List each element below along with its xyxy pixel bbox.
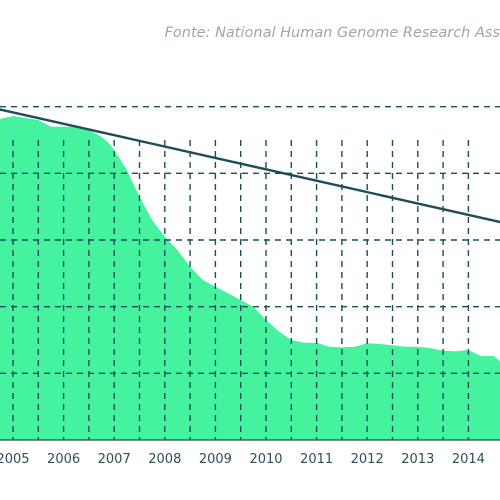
x-tick-label: 2009 xyxy=(199,452,232,467)
grid-layer xyxy=(0,105,500,441)
area-series xyxy=(0,116,500,440)
x-tick-label: 2012 xyxy=(351,452,384,467)
x-tick-label: 2011 xyxy=(300,452,333,467)
source-caption: Fonte: National Human Genome Research As… xyxy=(165,25,500,41)
trend-line xyxy=(0,108,500,224)
x-tick-label: 2006 xyxy=(47,452,80,467)
trend-line-layer xyxy=(0,108,500,224)
x-tick-label: 2008 xyxy=(148,452,181,467)
x-tick-label: 2007 xyxy=(98,452,131,467)
x-tick-label: 2005 xyxy=(0,452,30,467)
x-tick-label: 2010 xyxy=(249,452,282,467)
x-tick-label: 2014 xyxy=(452,452,485,467)
area-layer xyxy=(0,116,500,440)
x-tick-label: 2013 xyxy=(401,452,434,467)
x-axis-ticks: 2005 2006 2007 2008 2009 2010 2011 2012 2013 2014… xyxy=(0,452,485,467)
